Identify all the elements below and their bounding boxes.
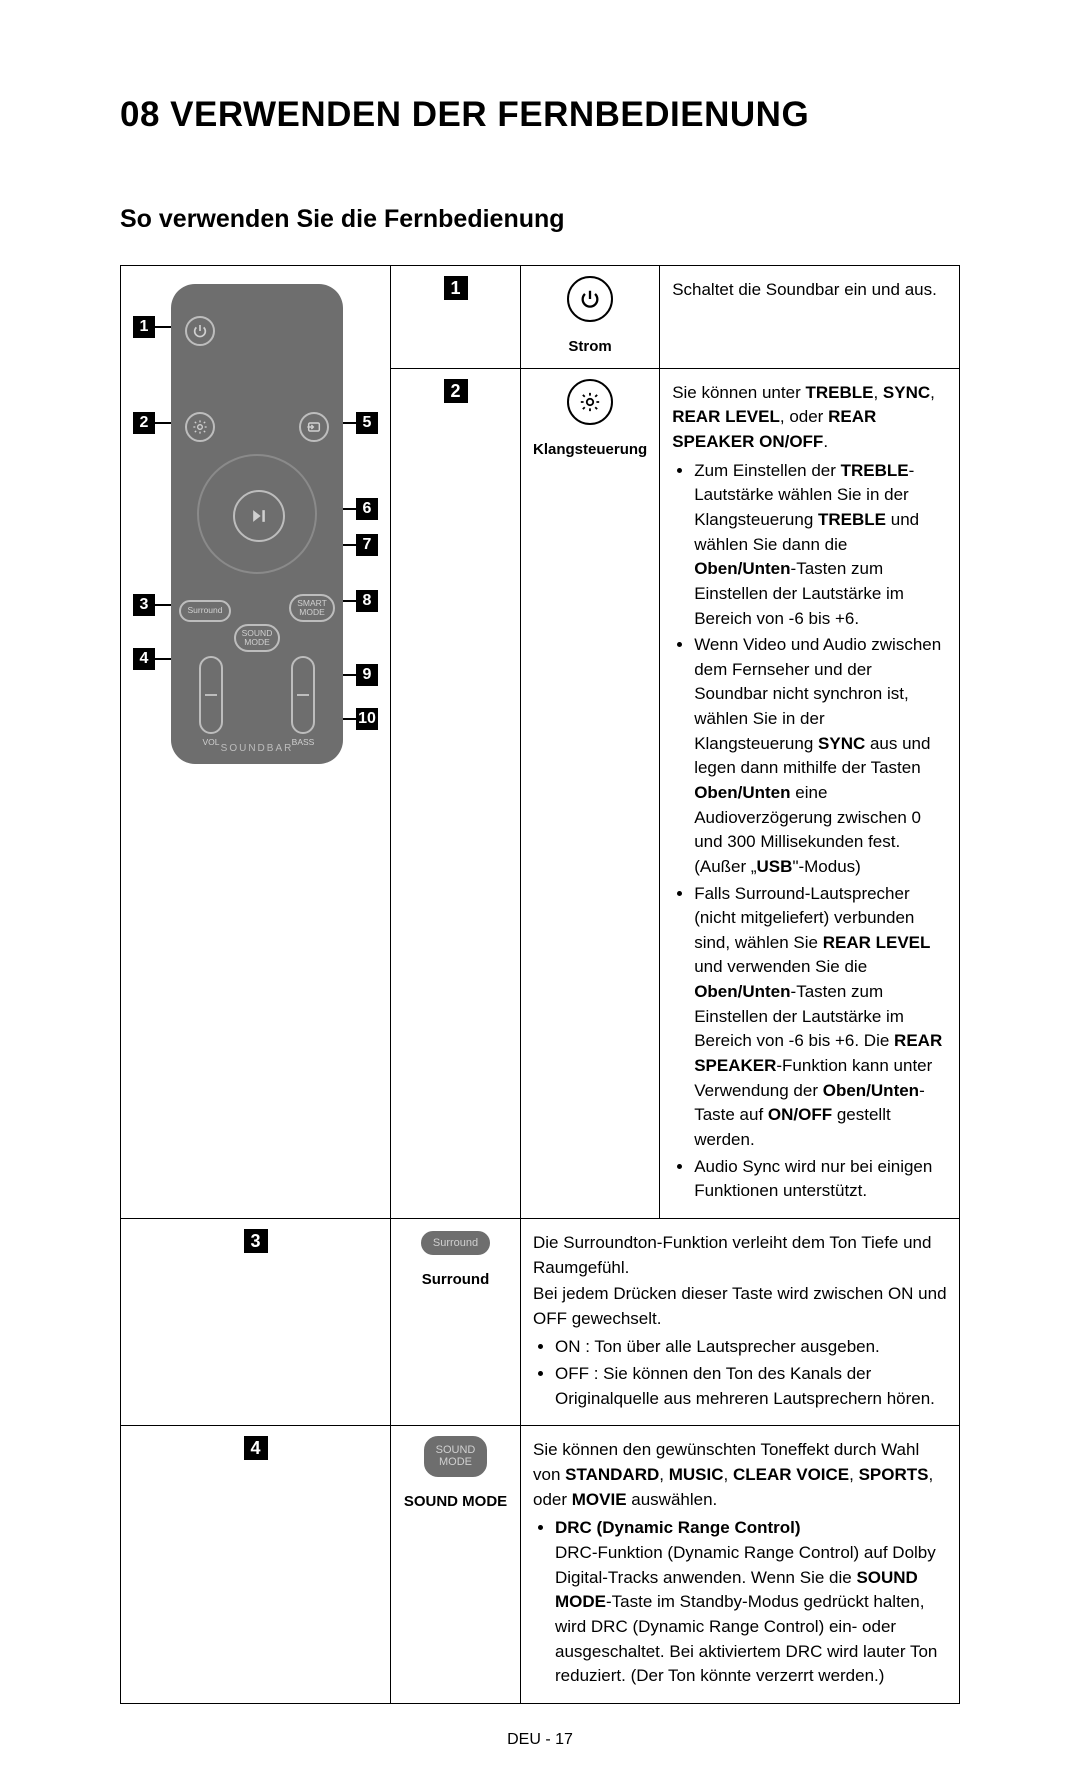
- row4-li1: DRC (Dynamic Range Control) DRC-Funktion…: [555, 1516, 947, 1688]
- row3-label: Surround: [403, 1269, 508, 1291]
- row3-list: ON : Ton über alle Lautsprecher ausgeben…: [533, 1335, 947, 1411]
- row2-intro: Sie können unter TREBLE, SYNC, REAR LEVE…: [672, 381, 947, 455]
- gear-icon: [567, 379, 613, 425]
- callout-2: 2: [133, 412, 155, 434]
- callout-9: 9: [356, 664, 378, 686]
- row1-icon-cell: Strom: [521, 266, 660, 369]
- smart-mode-line2: MODE: [299, 608, 325, 617]
- page-footer: DEU - 17: [120, 1728, 960, 1751]
- dpad-ring: [197, 454, 317, 574]
- row3-num: 3: [244, 1229, 268, 1253]
- callout-1: 1: [133, 316, 155, 338]
- power-icon: [567, 276, 613, 322]
- brand-label: SOUNDBAR: [171, 742, 343, 757]
- page-subtitle: So verwenden Sie die Fernbedienung: [120, 201, 960, 237]
- row4-p1: Sie können den gewünschten Toneffekt dur…: [533, 1438, 947, 1512]
- row2-num: 2: [444, 379, 468, 403]
- remote-diagram: 1 2 3 4 5 6 7 8 9 10: [133, 276, 378, 776]
- row4-num-cell: 4: [121, 1426, 391, 1703]
- remote-diagram-cell: 1 2 3 4 5 6 7 8 9 10: [121, 266, 391, 1219]
- page-title: 08 VERWENDEN DER FERNBEDIENUNG: [120, 90, 960, 141]
- row3-icon-cell: Surround Surround: [391, 1218, 521, 1425]
- row3-desc: Die Surroundton-Funktion verleiht dem To…: [521, 1218, 960, 1425]
- sound-mode-line2: MODE: [244, 638, 270, 647]
- row1-desc: Schaltet die Soundbar ein und aus.: [660, 266, 960, 369]
- callout-7: 7: [356, 534, 378, 556]
- sound-mode-pill-icon: SOUND MODE: [424, 1436, 488, 1476]
- row1-num: 1: [444, 276, 468, 300]
- callout-10: 10: [356, 708, 378, 730]
- play-pause-icon: [233, 490, 285, 542]
- row2-li2: Wenn Video und Audio zwischen dem Fernse…: [694, 633, 947, 879]
- row3-li1: ON : Ton über alle Lautsprecher ausgeben…: [555, 1335, 947, 1360]
- row4-desc: Sie können den gewünschten Toneffekt dur…: [521, 1426, 960, 1703]
- callout-3: 3: [133, 594, 155, 616]
- surround-pill: Surround: [179, 600, 231, 622]
- callout-6: 6: [356, 498, 378, 520]
- row1-label: Strom: [533, 336, 647, 358]
- row1-desc-text: Schaltet die Soundbar ein und aus.: [672, 278, 947, 303]
- row1-num-cell: 1: [391, 266, 521, 369]
- smart-mode-pill: SMART MODE: [289, 594, 335, 622]
- row2-list: Zum Einstellen der TREBLE-Lautstärke wäh…: [672, 459, 947, 1204]
- row4-pill-line1: SOUND: [436, 1444, 476, 1456]
- row4-num: 4: [244, 1436, 268, 1460]
- row4-pill-line2: MODE: [439, 1456, 472, 1468]
- callout-4: 4: [133, 648, 155, 670]
- power-icon: [185, 316, 215, 346]
- callout-5: 5: [356, 412, 378, 434]
- row2-num-cell: 2: [391, 368, 521, 1218]
- row2-li3: Falls Surround-Lautsprecher (nicht mitge…: [694, 882, 947, 1153]
- remote-body: Surround SMART MODE SOUND MODE VOL BASS …: [171, 284, 343, 764]
- row4-li1-hdr: DRC (Dynamic Range Control): [555, 1518, 801, 1537]
- row3-num-cell: 3: [121, 1218, 391, 1425]
- row4-icon-cell: SOUND MODE SOUND MODE: [391, 1426, 521, 1703]
- row2-desc: Sie können unter TREBLE, SYNC, REAR LEVE…: [660, 368, 960, 1218]
- bass-rocker: [291, 656, 315, 734]
- row2-label: Klangsteuerung: [533, 439, 647, 461]
- row2-li4: Audio Sync wird nur bei einigen Funktion…: [694, 1155, 947, 1204]
- row3-p1: Die Surroundton-Funktion verleiht dem To…: [533, 1231, 947, 1280]
- surround-pill-icon: Surround: [421, 1231, 490, 1255]
- gear-icon: [185, 412, 215, 442]
- row3-p2: Bei jedem Drücken dieser Taste wird zwis…: [533, 1282, 947, 1331]
- sound-mode-pill: SOUND MODE: [234, 624, 280, 652]
- row4-label: SOUND MODE: [403, 1491, 508, 1513]
- row4-list: DRC (Dynamic Range Control) DRC-Funktion…: [533, 1516, 947, 1688]
- row2-icon-cell: Klangsteuerung: [521, 368, 660, 1218]
- row3-li2: OFF : Sie können den Ton des Kanals der …: [555, 1362, 947, 1411]
- row2-li1: Zum Einstellen der TREBLE-Lautstärke wäh…: [694, 459, 947, 631]
- source-icon: [299, 412, 329, 442]
- vol-rocker: [199, 656, 223, 734]
- remote-description-table: 1 2 3 4 5 6 7 8 9 10: [120, 265, 960, 1704]
- callout-8: 8: [356, 590, 378, 612]
